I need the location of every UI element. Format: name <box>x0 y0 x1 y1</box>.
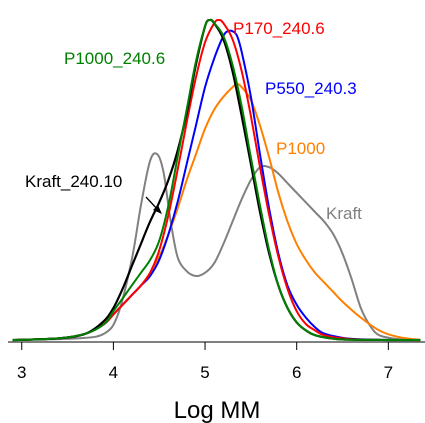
label-p550-240-3: P550_240.3 <box>265 79 357 98</box>
x-tick-label: 7 <box>384 363 393 382</box>
kraft-240-10-pointer-arrowhead <box>153 205 162 214</box>
series-line-kraft <box>12 152 421 341</box>
x-tick-label: 6 <box>292 363 301 382</box>
x-tick-label: 3 <box>17 363 26 382</box>
x-axis: 3 4 5 6 7 <box>8 341 425 382</box>
series-line-p1000-240-6 <box>12 18 421 342</box>
label-p1000: P1000 <box>276 139 325 158</box>
x-tick-label: 4 <box>109 363 118 382</box>
label-kraft: Kraft <box>326 204 362 223</box>
series-curves <box>12 18 421 342</box>
label-p1000-240-6: P1000_240.6 <box>64 49 165 68</box>
series-line-p170-240-6 <box>12 18 421 342</box>
x-tick-label: 5 <box>200 363 209 382</box>
x-ticks: 3 4 5 6 7 <box>17 342 393 382</box>
x-axis-title: Log MM <box>174 397 261 423</box>
label-p170-240-6: P170_240.6 <box>233 19 325 38</box>
label-kraft-240-10: Kraft_240.10 <box>25 172 122 191</box>
